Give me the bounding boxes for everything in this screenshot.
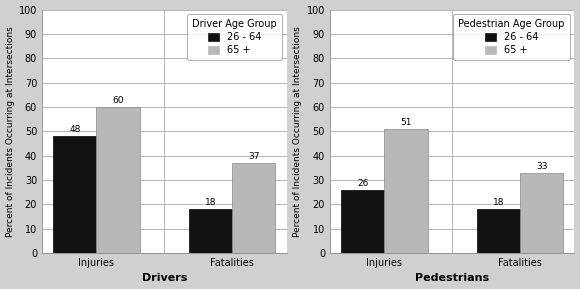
Legend: 26 - 64, 65 +: 26 - 64, 65 + [454, 14, 570, 60]
Text: 51: 51 [400, 118, 412, 127]
Bar [385, 129, 428, 253]
Text: 33: 33 [536, 162, 548, 171]
Bar [477, 209, 520, 253]
X-axis label: Pedestrians: Pedestrians [415, 273, 489, 284]
Bar [341, 190, 385, 253]
Bar [188, 209, 232, 253]
Y-axis label: Percent of Incidents Occurring at Intersections: Percent of Incidents Occurring at Inters… [6, 26, 14, 237]
Text: 48: 48 [69, 125, 81, 134]
Bar [232, 163, 276, 253]
Text: 37: 37 [248, 152, 259, 161]
Bar [96, 107, 140, 253]
Legend: 26 - 64, 65 +: 26 - 64, 65 + [187, 14, 282, 60]
Bar [520, 173, 563, 253]
Y-axis label: Percent of Incidents Occurring at Intersections: Percent of Incidents Occurring at Inters… [293, 26, 303, 237]
Text: 18: 18 [492, 198, 504, 207]
Text: 60: 60 [113, 96, 124, 105]
X-axis label: Drivers: Drivers [142, 273, 187, 284]
Text: 18: 18 [205, 198, 216, 207]
Text: 26: 26 [357, 179, 368, 188]
Bar [53, 136, 96, 253]
